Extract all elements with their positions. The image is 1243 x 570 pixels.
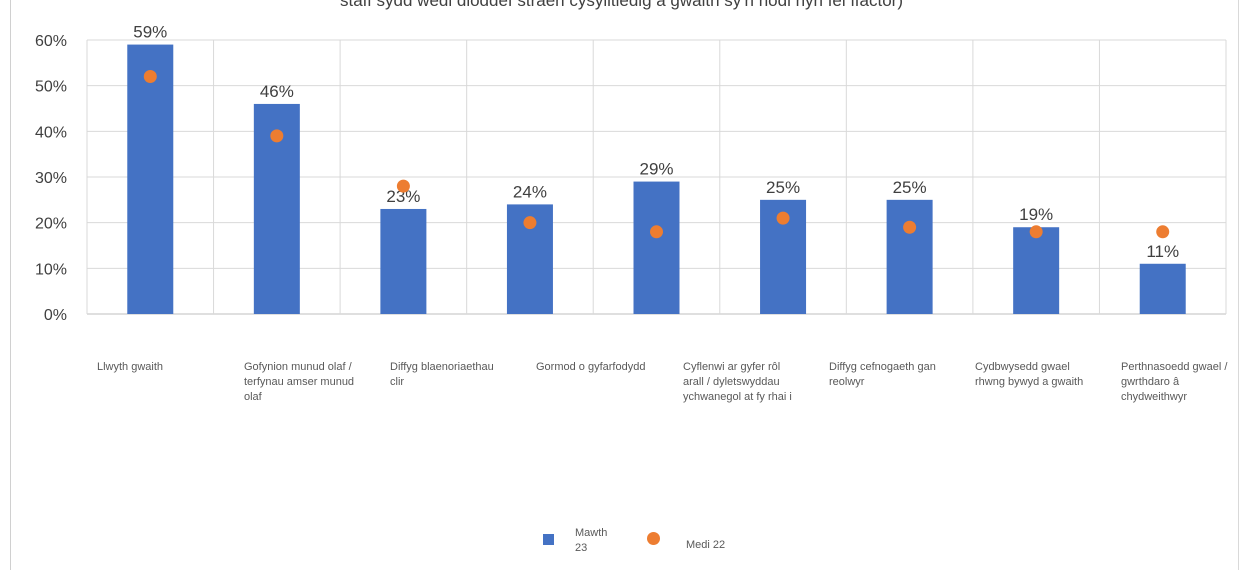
category-label: Llwyth gwaith [97, 361, 164, 373]
bar [127, 44, 174, 315]
bar [633, 181, 680, 314]
category-label: Diffyg cefnogaeth gan reolwyr [829, 361, 936, 388]
scatter-point [523, 216, 537, 230]
y-tick-label: 60% [35, 33, 67, 50]
bar [380, 208, 427, 314]
legend-swatch-bar [543, 534, 554, 545]
scatter-point [903, 220, 917, 234]
legend-label-series-1: Mawth 23 [575, 527, 608, 554]
scatter-point [650, 225, 663, 239]
category-label: Gofynion munud olaf / terfynau amser mun… [244, 361, 355, 403]
bar-data-label: 29% [639, 160, 673, 179]
bar-data-label: 23% [386, 187, 420, 206]
category-label: Gormod o gyfarfodydd [536, 361, 646, 373]
chart-frame-left [10, 0, 11, 570]
chart-title: staff sydd wedi dioddef straen cysylltie… [340, 0, 903, 10]
bar-data-label: 59% [133, 23, 167, 42]
category-label: Cyflenwi ar gyfer rôl arall / dyletswydd… [683, 361, 792, 403]
bar [1139, 263, 1186, 314]
legend-label-series-2: Medi 22 [686, 539, 726, 551]
category-label: Diffyg blaenoriaethau clir [390, 361, 494, 388]
bar-data-label: 25% [766, 178, 800, 197]
category-label: Perthnasoedd gwael / gwrthdaro â chydwei… [1121, 361, 1228, 403]
y-tick-label: 30% [35, 170, 67, 187]
scatter-point [1029, 225, 1043, 239]
chart-frame-right [1238, 0, 1239, 570]
scatter-point [776, 211, 790, 225]
category-label: Cydbwysedd gwael rhwng bywyd a gwaith [975, 361, 1084, 388]
scatter-point [396, 179, 410, 193]
scatter-point [270, 129, 284, 143]
y-tick-label: 20% [35, 216, 67, 233]
bar-data-label: 25% [893, 178, 927, 197]
y-tick-label: 10% [35, 261, 67, 278]
legend-swatch-dot [647, 532, 660, 545]
y-tick-label: 0% [44, 307, 67, 324]
y-tick-label: 50% [35, 79, 67, 96]
bar [1013, 227, 1060, 314]
bar-data-label: 11% [1146, 242, 1179, 261]
scatter-point [1156, 225, 1170, 239]
bar-data-label: 24% [513, 182, 547, 201]
scatter-point [143, 70, 157, 84]
bar-data-label: 19% [1019, 205, 1053, 224]
bar [886, 199, 933, 314]
y-tick-label: 40% [35, 124, 67, 141]
bar-data-label: 46% [260, 82, 294, 101]
